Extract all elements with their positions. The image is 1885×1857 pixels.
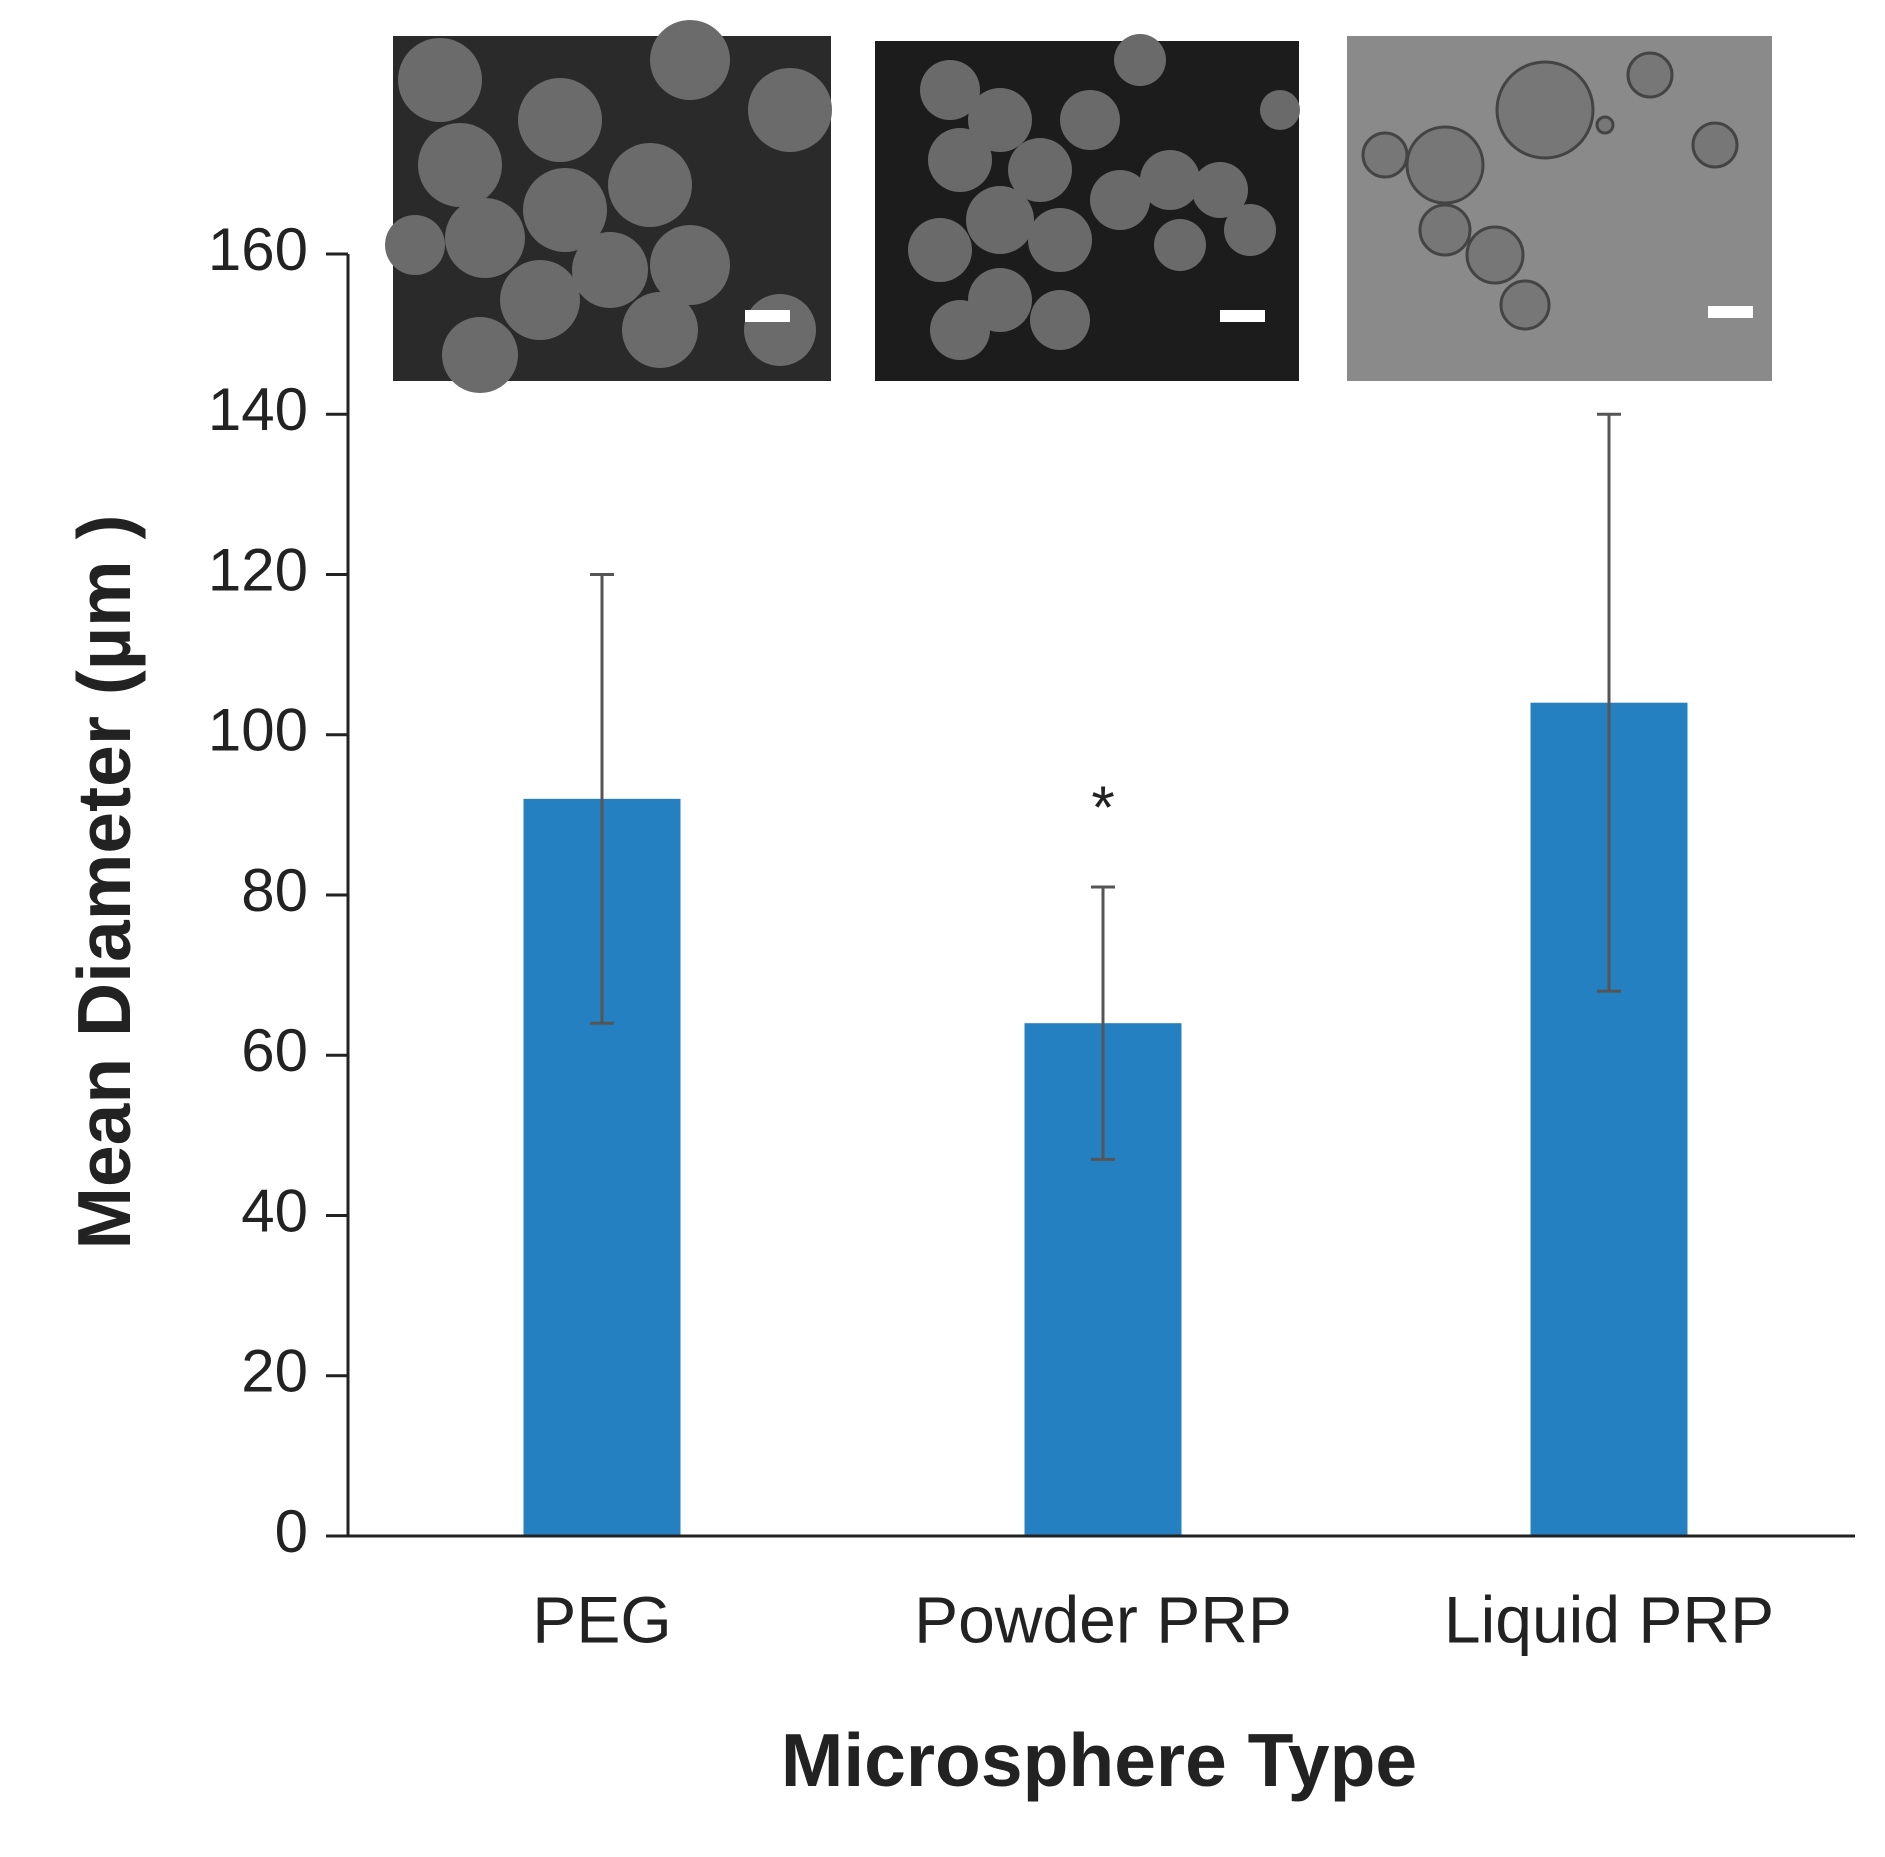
x-axis-title: Microsphere Type bbox=[781, 1718, 1417, 1802]
y-tick-label: 80 bbox=[241, 857, 308, 924]
micrograph-liquid-prp bbox=[1347, 36, 1772, 381]
y-tick-label: 100 bbox=[208, 697, 308, 764]
y-tick-label: 120 bbox=[208, 536, 308, 603]
error-bar bbox=[1091, 885, 1115, 1161]
micrograph-powder-prp bbox=[875, 34, 1300, 381]
error-bar bbox=[590, 573, 614, 1025]
error-bar bbox=[1597, 412, 1621, 993]
y-tick-label: 20 bbox=[241, 1338, 308, 1405]
y-tick-label: 0 bbox=[275, 1498, 308, 1565]
annotation: * bbox=[1091, 774, 1114, 841]
micrograph-peg bbox=[385, 20, 832, 393]
y-axis-title: Mean Diameter (µm ) bbox=[62, 514, 146, 1249]
y-tick-label: 140 bbox=[208, 376, 308, 443]
x-tick-label: Liquid PRP bbox=[1444, 1582, 1774, 1656]
x-tick-label: PEG bbox=[532, 1582, 671, 1656]
y-tick-label: 160 bbox=[208, 216, 308, 283]
x-tick-label: Powder PRP bbox=[914, 1582, 1292, 1656]
y-tick-label: 40 bbox=[241, 1177, 308, 1244]
y-tick-label: 60 bbox=[241, 1017, 308, 1084]
